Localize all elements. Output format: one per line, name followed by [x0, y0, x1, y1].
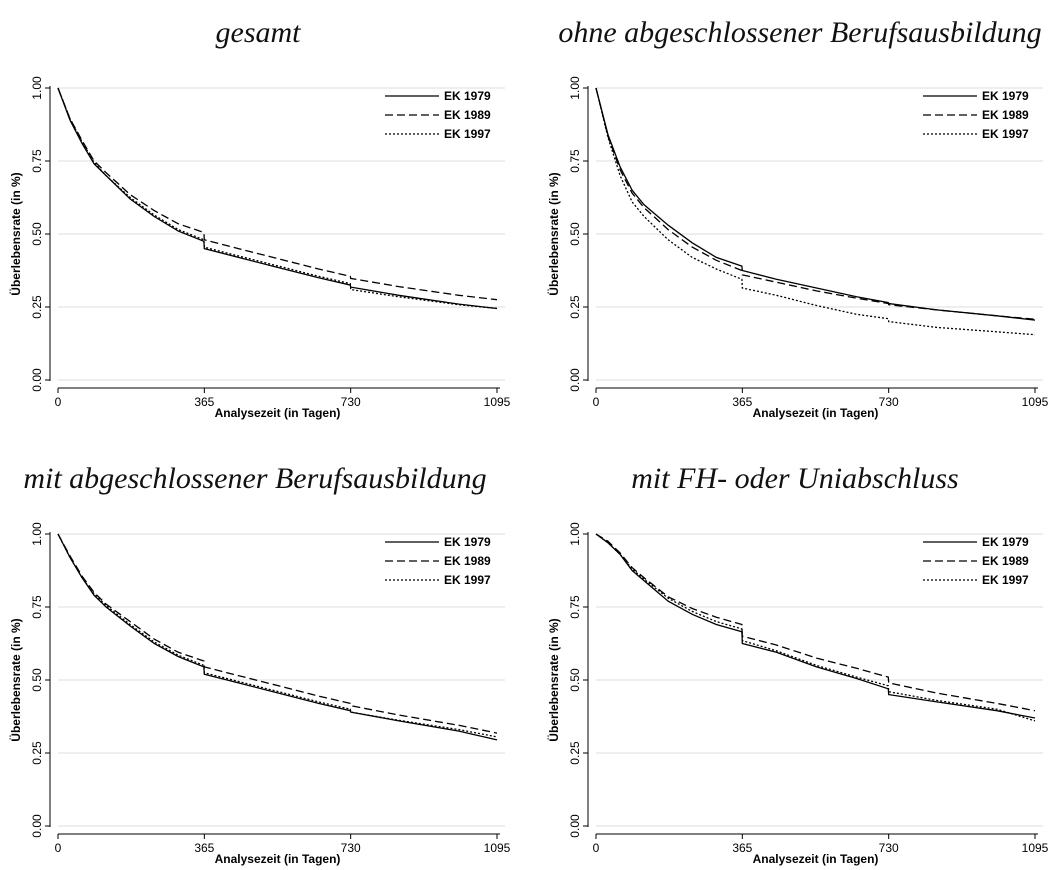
legend: EK 1979 EK 1989 EK 1997 — [385, 89, 491, 141]
legend: EK 1979 EK 1989 EK 1997 — [923, 89, 1029, 141]
legend: EK 1979 EK 1989 EK 1997 — [923, 535, 1029, 587]
x-tick-label: 1095 — [484, 841, 511, 855]
x-axis-title: Analysezeit (in Tagen) — [215, 852, 341, 866]
y-tick-label: 0.50 — [568, 668, 582, 692]
y-tick-label: 1.00 — [568, 76, 582, 100]
y-tick-label: 0.00 — [30, 368, 44, 392]
series-line-ek-1997 — [57, 533, 498, 738]
legend-label: EK 1997 — [982, 573, 1029, 587]
x-tick-label: 0 — [593, 841, 600, 855]
x-tick-label: 0 — [55, 841, 62, 855]
x-axis-title: Analysezeit (in Tagen) — [215, 406, 341, 420]
y-tick-label: 0.00 — [30, 814, 44, 838]
x-tick-label: 0 — [55, 395, 62, 409]
series-line-ek-1979 — [595, 87, 1036, 321]
x-tick-label: 730 — [879, 395, 899, 409]
y-tick-label: 0.00 — [568, 814, 582, 838]
x-tick-label: 1095 — [1022, 395, 1049, 409]
y-tick-label: 0.50 — [30, 222, 44, 246]
panel-title-ohne-ausbildung: ohne abgeschlossener Berufsausbildung — [558, 16, 1041, 49]
y-axis-title: Überlebensrate (in %) — [546, 172, 561, 295]
x-tick-label: 730 — [879, 841, 899, 855]
legend-label: EK 1989 — [444, 108, 491, 122]
x-tick-label: 365 — [194, 395, 214, 409]
x-tick-label: 730 — [341, 395, 361, 409]
x-tick-label: 365 — [732, 841, 752, 855]
y-tick-label: 0.50 — [568, 222, 582, 246]
panel-title-gesamt: gesamt — [216, 16, 302, 49]
y-tick-label: 0.50 — [30, 668, 44, 692]
x-tick-label: 730 — [341, 841, 361, 855]
y-tick-label: 1.00 — [568, 522, 582, 546]
legend-label: EK 1979 — [444, 535, 491, 549]
series-line-ek-1979 — [57, 533, 498, 741]
y-tick-label: 1.00 — [30, 76, 44, 100]
y-tick-label: 0.75 — [30, 595, 44, 619]
legend-label: EK 1997 — [444, 573, 491, 587]
x-tick-label: 1095 — [484, 395, 511, 409]
legend-label: EK 1979 — [982, 535, 1029, 549]
y-tick-label: 1.00 — [30, 522, 44, 546]
y-axis-title: Überlebensrate (in %) — [8, 618, 23, 741]
panel-title-fh-uni: mit FH- oder Uniabschluss — [631, 462, 958, 495]
x-tick-label: 0 — [593, 395, 600, 409]
series-line-ek-1997 — [595, 87, 1036, 336]
series-line-ek-1989 — [57, 87, 498, 301]
x-axis-title: Analysezeit (in Tagen) — [753, 406, 879, 420]
legend-label: EK 1989 — [982, 554, 1029, 568]
y-axis-title: Überlebensrate (in %) — [546, 618, 561, 741]
series-line-ek-1979 — [595, 533, 1036, 719]
legend-label: EK 1989 — [982, 108, 1029, 122]
y-axis-title: Überlebensrate (in %) — [8, 172, 23, 295]
legend-label: EK 1997 — [982, 127, 1029, 141]
series-line-ek-1979 — [57, 87, 498, 310]
series-line-ek-1989 — [595, 87, 1036, 320]
legend-label: EK 1989 — [444, 554, 491, 568]
panel-title-mit-ausbildung: mit abgeschlossener Berufsausbildung — [23, 462, 486, 495]
y-tick-label: 0.75 — [568, 149, 582, 173]
legend: EK 1979 EK 1989 EK 1997 — [385, 535, 491, 587]
series-line-ek-1997 — [595, 533, 1036, 722]
legend-label: EK 1979 — [444, 89, 491, 103]
chart-panel-2: 0.00 0.25 0.50 0.75 1.00 0 365 730 1095 Analyseze… — [546, 76, 1049, 420]
x-axis-title: Analysezeit (in Tagen) — [753, 852, 879, 866]
chart-panel-4: 0.00 0.25 0.50 0.75 1.00 0 365 730 1095 Analyseze… — [546, 522, 1049, 866]
y-tick-label: 0.25 — [30, 741, 44, 765]
series-line-ek-1997 — [57, 87, 498, 310]
chart-panel-1: 0.00 0.25 0.50 0.75 1.00 0 365 730 1095 Analyseze… — [8, 76, 511, 420]
series-line-ek-1989 — [595, 533, 1036, 712]
legend-label: EK 1979 — [982, 89, 1029, 103]
x-tick-label: 365 — [732, 395, 752, 409]
y-tick-label: 0.25 — [568, 741, 582, 765]
legend-label: EK 1997 — [444, 127, 491, 141]
y-tick-label: 0.00 — [568, 368, 582, 392]
x-tick-label: 365 — [194, 841, 214, 855]
series-line-ek-1989 — [57, 533, 498, 734]
chart-panel-3: 0.00 0.25 0.50 0.75 1.00 0 365 730 1095 Analyseze… — [8, 522, 511, 866]
y-tick-label: 0.75 — [30, 149, 44, 173]
y-tick-label: 0.25 — [568, 295, 582, 319]
y-tick-label: 0.75 — [568, 595, 582, 619]
x-tick-label: 1095 — [1022, 841, 1049, 855]
y-tick-label: 0.25 — [30, 295, 44, 319]
